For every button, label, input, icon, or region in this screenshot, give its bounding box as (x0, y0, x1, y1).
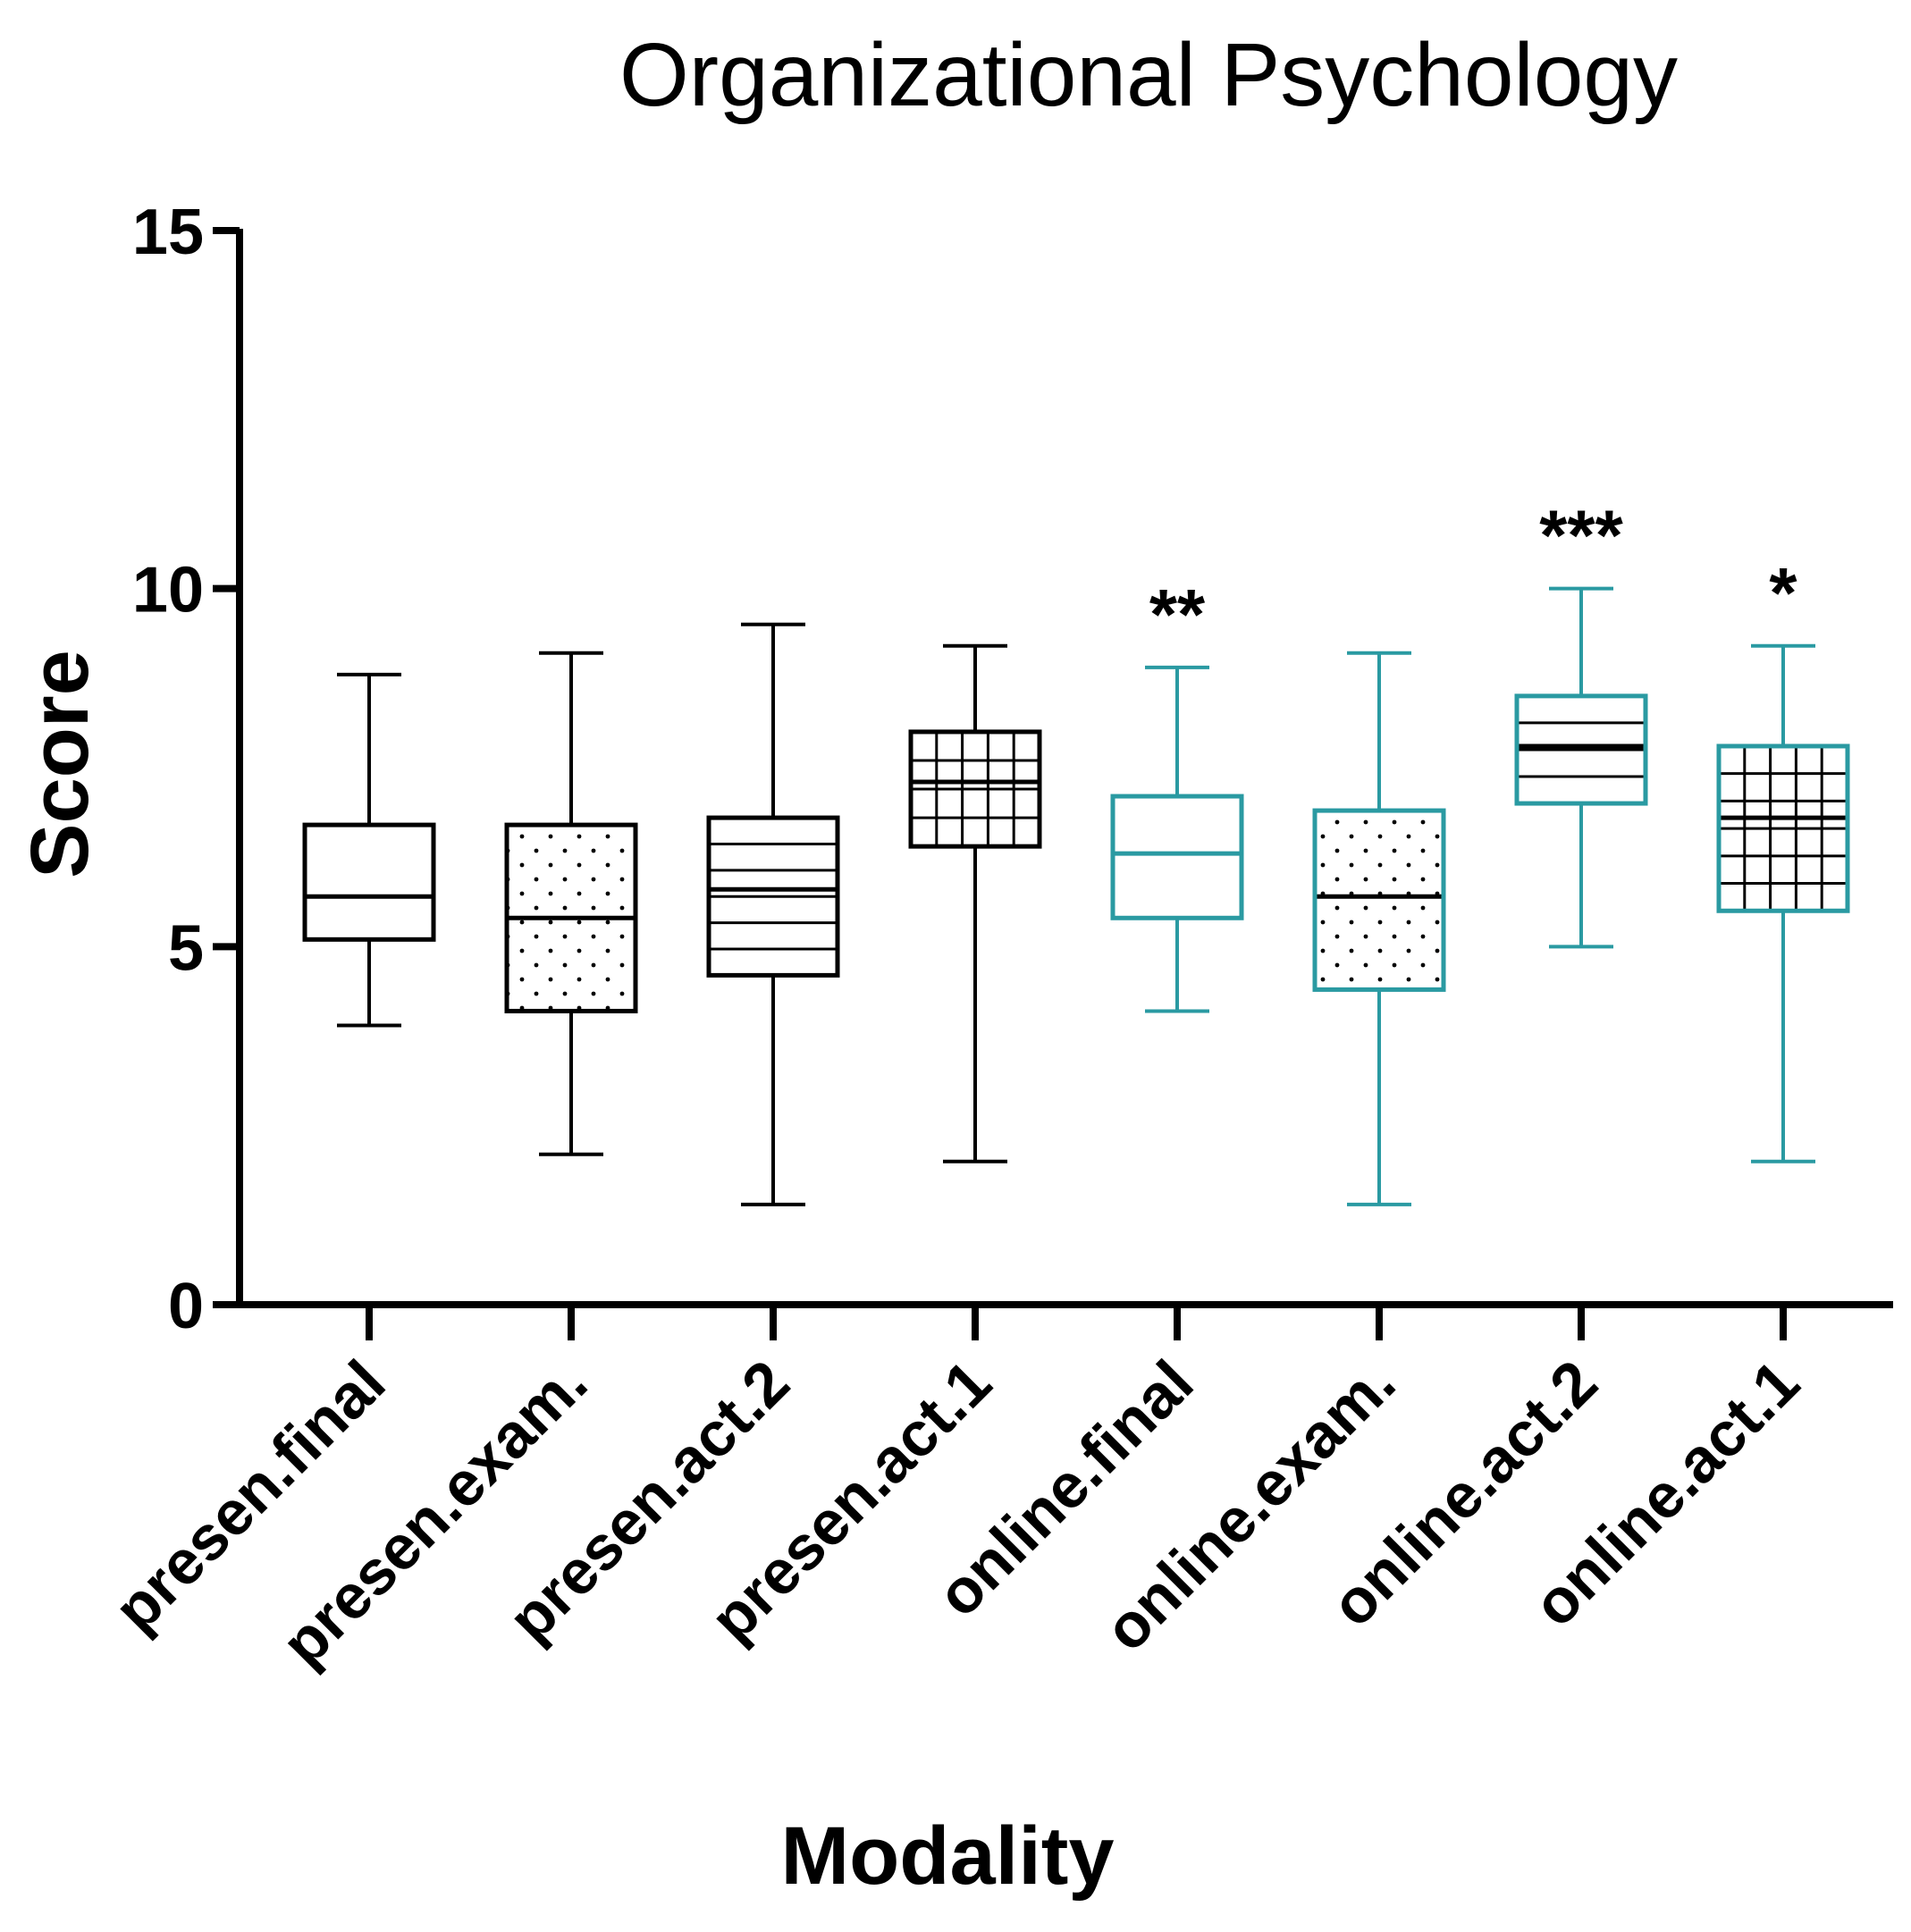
box-outline (504, 822, 638, 1013)
significance-marker: *** (1539, 496, 1623, 575)
box-outline (302, 822, 436, 942)
y-axis-label: Score (14, 650, 105, 878)
y-tick-label: 0 (168, 1271, 204, 1342)
box-outline (1312, 808, 1446, 992)
plot-area: 051015presen.finalpresen.exam.presen.act… (101, 197, 1893, 1679)
box-fill (1113, 796, 1242, 919)
x-axis-label: Modality (780, 1810, 1114, 1902)
box-fill (1315, 811, 1444, 990)
y-tick-label: 10 (132, 555, 204, 626)
significance-marker: * (1769, 553, 1797, 633)
box-outline (706, 815, 840, 978)
box-fill (305, 825, 434, 940)
chart-title: Organizational Psychology (619, 25, 1678, 125)
significance-marker: ** (1149, 575, 1206, 654)
y-tick-label: 5 (168, 912, 204, 984)
box-outline (1716, 743, 1850, 913)
box-outline (908, 729, 1042, 849)
box-outline (1514, 693, 1648, 806)
box-outline (1110, 794, 1244, 920)
y-tick-label: 15 (132, 197, 204, 268)
